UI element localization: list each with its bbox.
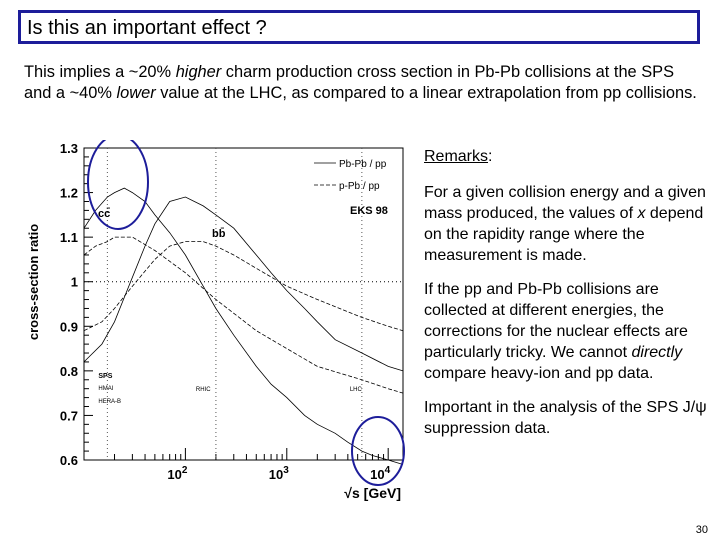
legend-label-ppb: p-Pb / pp <box>339 181 380 192</box>
series-line-0 <box>83 187 404 465</box>
cross-section-chart: 0.6 0.7 0.8 0.9 1 1.1 1.2 1.3 102 103 104 √s [GeV] c… <box>26 140 405 501</box>
intro-text-1: This implies a ~20% <box>24 63 176 81</box>
bb-label: bb̄ <box>212 228 226 240</box>
x-tick-exponent: 2 <box>182 465 188 476</box>
x-tick-exponent: 4 <box>385 465 391 476</box>
intro-text-2: charm production cross section in Pb-Pb … <box>24 63 675 102</box>
hmai-label: HMAI <box>98 386 113 392</box>
remarks-para-2: If the pp and Pb-Pb collisions are colle… <box>424 279 714 384</box>
remarks-para-2-em: directly <box>631 344 683 361</box>
remarks-colon: : <box>488 148 493 165</box>
plot-frame <box>83 147 404 461</box>
series-line-1 <box>83 236 404 394</box>
remarks-para-3: Important in the analysis of the SPS J/ψ… <box>424 399 707 437</box>
remarks-para-1: For a given collision energy and a given… <box>424 182 714 266</box>
series-line-3 <box>83 241 404 332</box>
title-box: Is this an important effect ? <box>18 10 700 44</box>
cc-label: cc̄ <box>98 208 110 220</box>
x-axis-label: √s [GeV] <box>344 485 401 501</box>
x-tick-label: 102 <box>167 465 187 482</box>
remarks-panel: Remarks: For a given collision energy an… <box>424 146 714 439</box>
remarks-para-2-end: compare heavy-ion and pp data. <box>424 365 654 382</box>
x-tick-exponent: 3 <box>283 465 289 476</box>
highlight-circle-sps <box>87 140 149 230</box>
remarks-para-1-text: For a given collision energy and a given… <box>424 184 706 222</box>
y-tick-label: 0.9 <box>60 319 78 334</box>
rhic-label: RHIC <box>196 387 211 393</box>
page-number: 30 <box>695 524 708 536</box>
intro-higher: higher <box>175 63 222 81</box>
intro-text-3: value at the LHC, as compared to a linea… <box>155 84 697 102</box>
intro-paragraph: This implies a ~20% higher charm product… <box>24 62 704 104</box>
x-tick-label: 103 <box>269 465 289 482</box>
x-tick-label: 104 <box>370 465 390 482</box>
remarks-para-1-end: depend on the rapidity range where the m… <box>424 205 704 264</box>
y-tick-label: 1.3 <box>60 141 78 156</box>
y-tick-label: 0.6 <box>60 453 78 468</box>
remarks-para-2-text: If the pp and Pb-Pb collisions are colle… <box>424 281 688 361</box>
lhc-label: LHC <box>350 387 363 393</box>
series-line-2 <box>83 196 404 372</box>
remarks-para-1-var: x <box>637 205 646 222</box>
y-tick-label: 0.8 <box>60 364 78 379</box>
y-tick-label: 1 <box>71 275 78 290</box>
eks-label: EKS 98 <box>350 205 388 217</box>
y-tick-label: 1.1 <box>60 230 78 245</box>
intro-lower: lower <box>116 84 156 102</box>
highlight-circle-lhc <box>351 416 405 486</box>
remarks-heading: Remarks <box>424 148 489 165</box>
slide-title: Is this an important effect ? <box>27 17 267 39</box>
sps-label: SPS <box>98 373 112 380</box>
herab-label: HERA-B <box>98 399 121 405</box>
legend-label-pbpb: Pb-Pb / pp <box>339 159 387 170</box>
y-tick-label: 1.2 <box>60 186 78 201</box>
y-tick-label: 0.7 <box>60 408 78 423</box>
y-axis-label: cross-section ratio <box>26 224 41 340</box>
